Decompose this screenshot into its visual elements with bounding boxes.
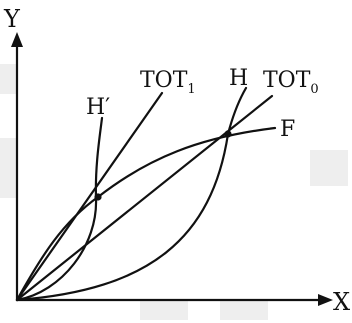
watermark-shape (0, 64, 18, 94)
tot1-line (15, 91, 164, 302)
tot1-label: TOT1 (140, 68, 196, 97)
x-axis-label: X (333, 288, 350, 316)
watermark-shape (140, 300, 188, 320)
h-prime-curve-label: H′ (86, 95, 110, 120)
f-curve-label: F (280, 117, 295, 142)
h-curve-label: H (229, 66, 248, 91)
f-offer-curve (15, 126, 277, 302)
y-axis-arrowhead (11, 32, 23, 47)
watermark-shape (220, 300, 268, 320)
tot0-label-subscript: 0 (310, 82, 318, 97)
tot1-label-main: TOT (140, 68, 188, 93)
tot1-label-subscript: 1 (187, 82, 195, 97)
y-axis-label: Y (3, 5, 21, 33)
tot0-label: TOT0 (263, 68, 319, 97)
tot0-line (15, 94, 274, 302)
x-axis-arrowhead (318, 294, 333, 306)
watermark-shape (310, 150, 348, 186)
h-offer-curve (15, 86, 248, 302)
intersection-point-tot0 (224, 130, 232, 138)
tot0-label-main: TOT (263, 68, 311, 93)
background-watermark (0, 64, 348, 320)
h-prime-offer-curve (15, 116, 104, 302)
intersection-point-tot1 (94, 193, 102, 201)
watermark-shape (0, 138, 18, 198)
